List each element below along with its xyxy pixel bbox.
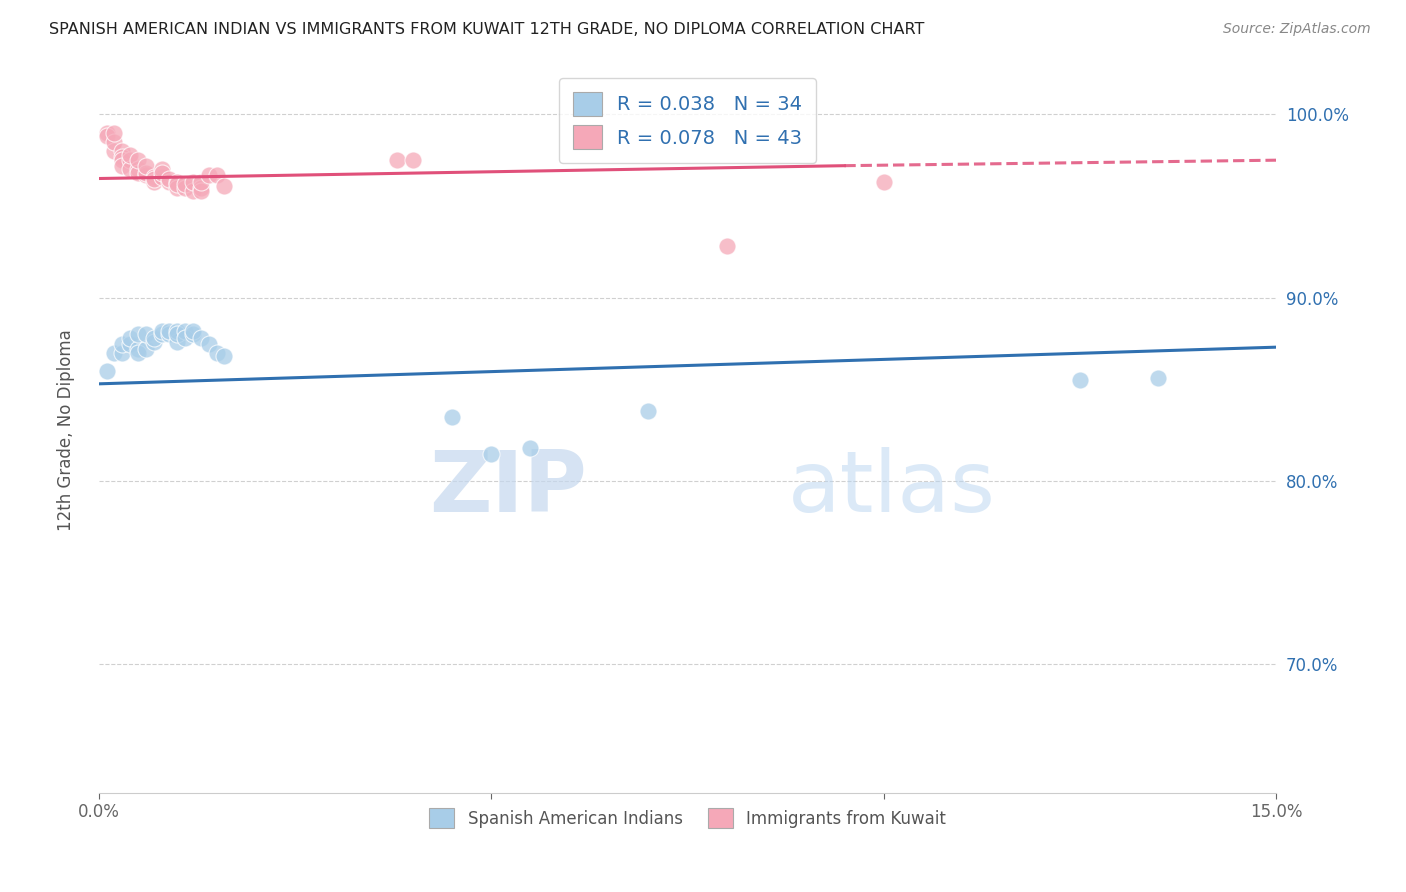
Point [166,180,188,194]
Point [1147,371,1170,385]
Point [127,342,149,356]
Point [127,153,149,168]
Point [716,239,738,253]
Point [135,342,157,356]
Point [103,135,125,149]
Point [120,153,142,168]
Point [103,126,125,140]
Point [159,327,181,342]
Point [96,126,118,140]
Point [159,175,181,189]
Point [96,364,118,378]
Text: Source: ZipAtlas.com: Source: ZipAtlas.com [1223,22,1371,37]
Point [120,336,142,351]
Point [135,168,157,182]
Point [181,327,204,342]
Point [479,446,502,460]
Point [150,169,173,184]
Point [214,178,236,193]
Point [214,349,236,363]
Point [135,166,157,180]
Point [127,166,149,180]
Point [402,153,425,168]
Point [181,324,204,338]
Text: ZIP: ZIP [430,447,588,530]
Point [111,336,134,351]
Point [135,159,157,173]
Point [150,166,173,180]
Point [111,159,134,173]
Point [150,327,173,342]
Text: atlas: atlas [787,447,995,530]
Point [111,144,134,158]
Point [174,324,197,338]
Point [127,345,149,359]
Point [190,185,212,199]
Point [205,168,228,182]
Point [127,162,149,177]
Point [159,324,181,338]
Point [181,185,204,199]
Point [142,331,165,345]
Point [142,334,165,349]
Point [205,345,228,359]
Point [111,153,134,168]
Point [159,171,181,186]
Point [142,169,165,184]
Y-axis label: 12th Grade, No Diploma: 12th Grade, No Diploma [58,330,75,532]
Point [166,177,188,191]
Point [181,175,204,189]
Point [197,168,219,182]
Point [190,331,212,345]
Point [142,171,165,186]
Point [519,441,541,455]
Point [385,153,408,168]
Point [150,324,173,338]
Point [127,327,149,342]
Point [166,175,188,189]
Point [96,129,118,144]
Point [637,404,659,418]
Point [120,331,142,345]
Point [166,324,188,338]
Legend: Spanish American Indians, Immigrants from Kuwait: Spanish American Indians, Immigrants fro… [423,801,952,835]
Point [103,345,125,359]
Point [166,327,188,342]
Point [120,162,142,177]
Point [103,144,125,158]
Point [150,162,173,177]
Point [166,334,188,349]
Point [142,175,165,189]
Point [111,149,134,163]
Point [111,345,134,359]
Point [174,180,197,194]
Point [120,147,142,161]
Point [190,180,212,194]
Point [872,175,894,189]
Point [174,331,197,345]
Point [135,327,157,342]
Point [174,177,197,191]
Point [190,175,212,189]
Point [440,409,463,424]
Text: SPANISH AMERICAN INDIAN VS IMMIGRANTS FROM KUWAIT 12TH GRADE, NO DIPLOMA CORRELA: SPANISH AMERICAN INDIAN VS IMMIGRANTS FR… [49,22,925,37]
Point [1069,373,1091,387]
Point [197,336,219,351]
